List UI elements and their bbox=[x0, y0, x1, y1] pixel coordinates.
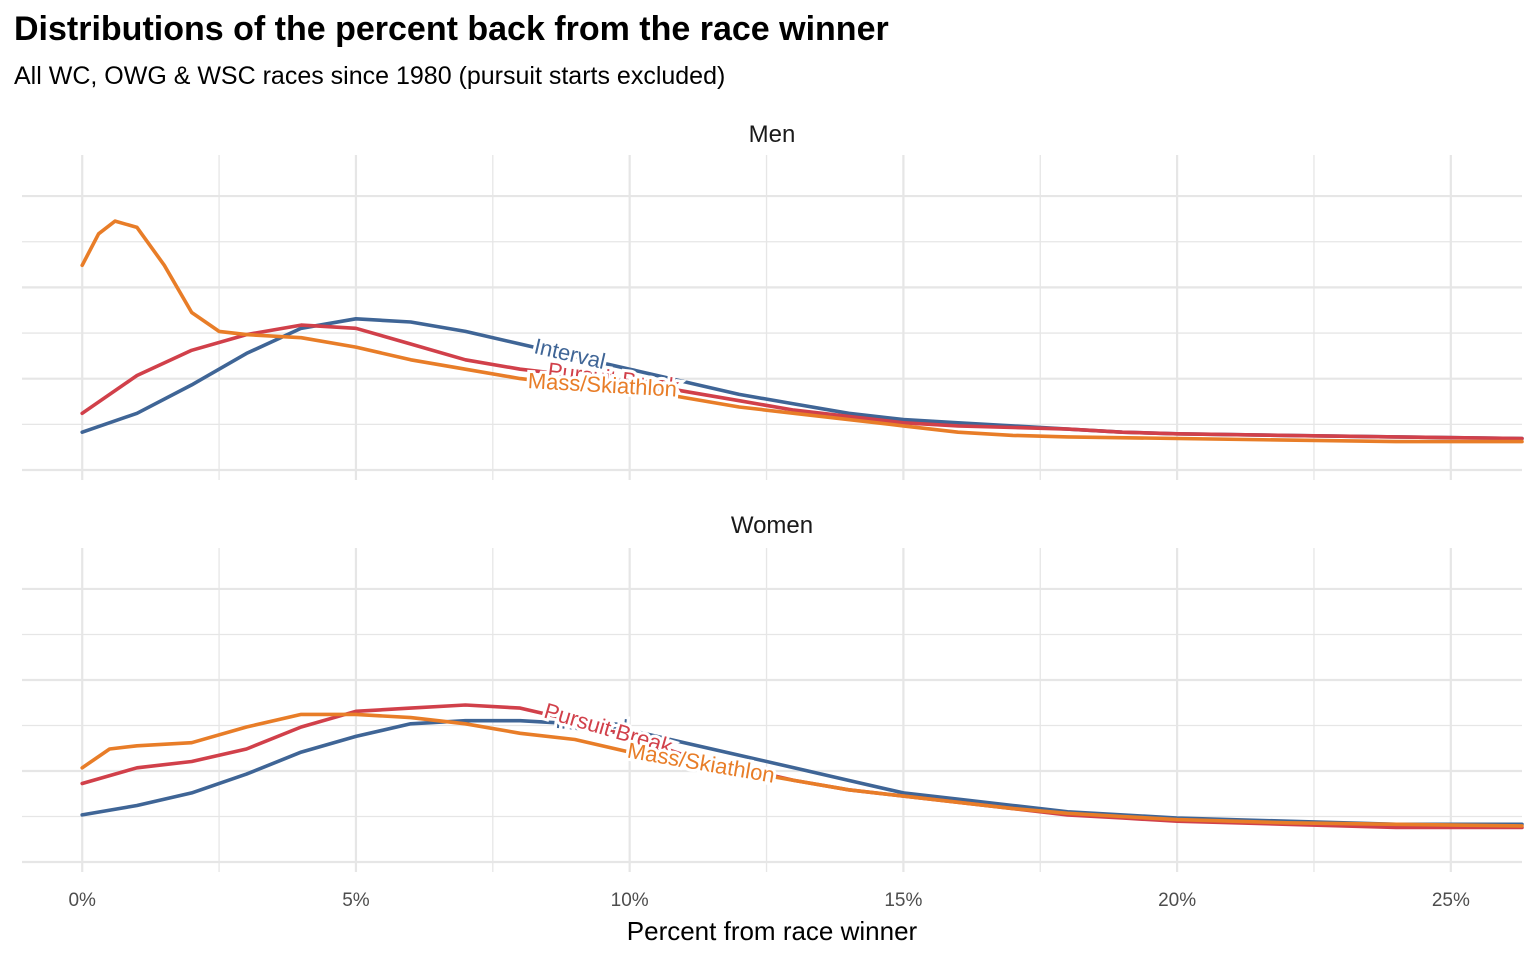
series-line-mass-skiathlon-women bbox=[80, 712, 1524, 828]
series-line-mass-skiathlon-men bbox=[80, 219, 1524, 444]
x-tick-label: 5% bbox=[342, 890, 370, 911]
x-axis-title: Percent from race winner bbox=[627, 916, 918, 946]
x-tick-label: 10% bbox=[611, 890, 649, 911]
x-tick-label: 25% bbox=[1432, 890, 1470, 911]
chart-subtitle: All WC, OWG & WSC races since 1980 (purs… bbox=[14, 62, 726, 90]
chart-title: Distributions of the percent back from t… bbox=[14, 10, 889, 48]
x-tick-label: 20% bbox=[1158, 890, 1196, 911]
series-line-interval-women bbox=[80, 718, 1524, 827]
panel-title-women: Women bbox=[731, 512, 813, 539]
panel-title-men: Men bbox=[749, 121, 796, 148]
series-line-pursuit-break-men bbox=[80, 323, 1524, 441]
series-line-pursuit-break-women bbox=[80, 703, 1524, 830]
x-tick-label: 0% bbox=[68, 890, 96, 911]
x-tick-label: 15% bbox=[884, 890, 922, 911]
